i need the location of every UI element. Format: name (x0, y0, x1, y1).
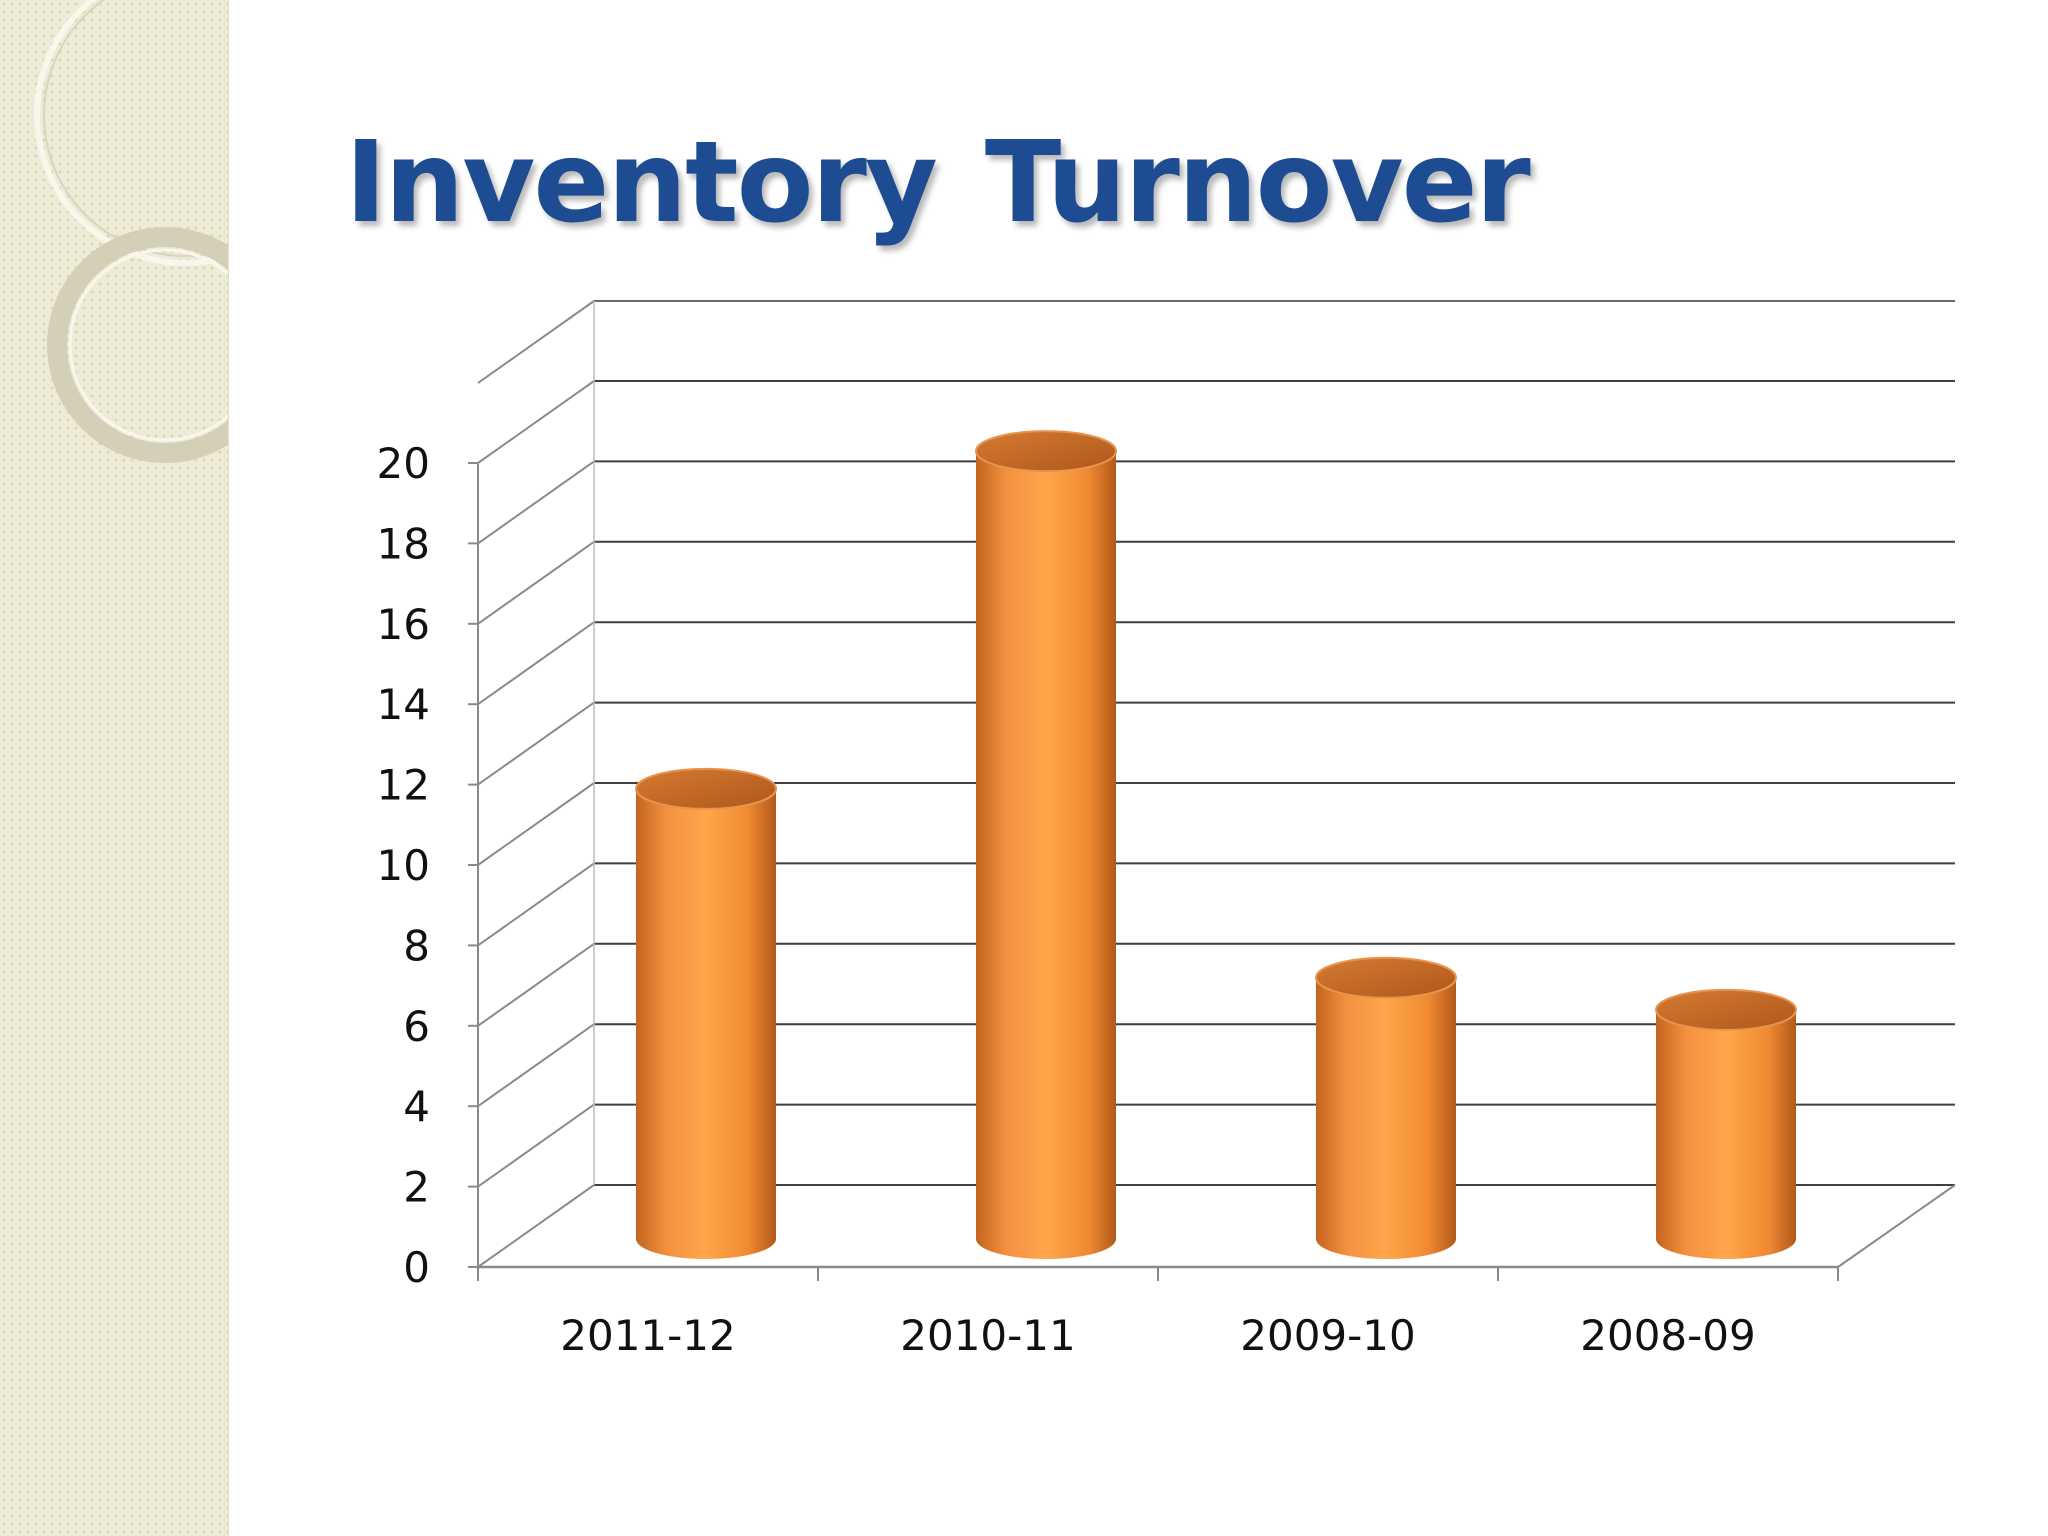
y-tick-label: 2 (403, 1163, 430, 1212)
x-category-label: 2010-11 (900, 1311, 1076, 1360)
bar-cylinder-body (636, 788, 776, 1259)
chart-bars (635, 430, 1797, 1259)
side-wall-gridline (477, 540, 595, 625)
chart-axes (468, 462, 1956, 1281)
bar-cylinder (1655, 988, 1797, 1259)
side-wall-gridline (477, 460, 595, 545)
bar-cylinder-top (1315, 956, 1457, 999)
bar-cylinder (1315, 956, 1457, 1259)
bar-cylinder-body (1316, 977, 1456, 1259)
side-wall-gridline (477, 1103, 595, 1188)
side-wall-gridline (477, 1023, 595, 1108)
side-wall-gridline (477, 380, 595, 464)
bar-cylinder-top (635, 767, 777, 810)
bar-cylinder (635, 767, 777, 1259)
y-tick-label: 0 (403, 1243, 430, 1292)
y-tick-label: 14 (377, 680, 430, 729)
side-wall-top-edge (477, 300, 595, 384)
bar-cylinder-body (1656, 1009, 1796, 1259)
x-category-label: 2008-09 (1580, 1311, 1756, 1360)
side-wall-gridline (477, 701, 595, 786)
floor-right-edge (1837, 1184, 1956, 1268)
side-wall-gridline (477, 1184, 595, 1268)
side-wall-gridline (477, 942, 595, 1027)
slide-title: Inventory Turnover (345, 118, 1531, 248)
side-wall-gridline (477, 782, 595, 866)
x-axis-category-labels: 2011-12 2010-11 2009-10 2008-09 (560, 1311, 1756, 1360)
y-tick-label: 18 (377, 519, 430, 568)
decorative-rings (34, 0, 228, 463)
y-tick-label: 6 (403, 1002, 430, 1051)
bar-cylinder-top (1655, 988, 1797, 1031)
x-category-label: 2011-12 (560, 1311, 736, 1360)
bar-cylinder-body (976, 451, 1116, 1259)
y-tick-label: 16 (377, 600, 430, 649)
side-wall-gridline (477, 621, 595, 706)
y-tick-label: 12 (377, 761, 430, 810)
y-tick-label: 8 (403, 921, 430, 970)
y-tick-label: 10 (377, 841, 430, 890)
y-tick-label: 4 (403, 1082, 430, 1131)
bar-cylinder (975, 430, 1117, 1259)
decorative-side-strip (0, 0, 229, 1536)
y-axis-tick-labels: 0 2 4 6 8 10 12 14 16 18 20 (377, 439, 430, 1292)
bar-cylinder-top (975, 430, 1117, 473)
y-tick-label: 20 (377, 439, 430, 488)
x-category-label: 2009-10 (1240, 1311, 1416, 1360)
side-wall-gridline (477, 862, 595, 947)
